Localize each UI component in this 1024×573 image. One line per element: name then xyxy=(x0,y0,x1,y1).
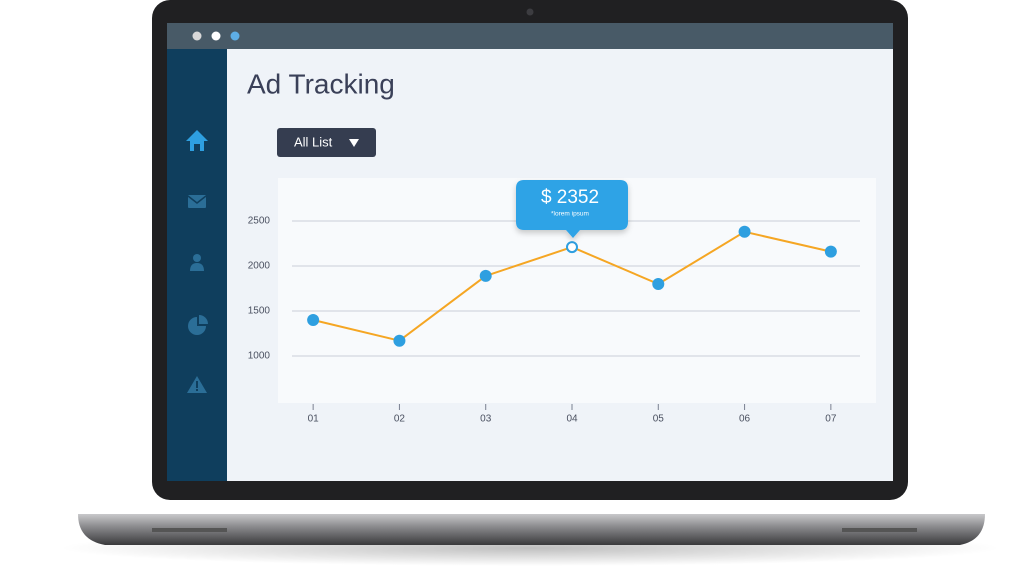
tooltip-subtitle: *lorem ipsum xyxy=(551,211,589,218)
data-point xyxy=(393,334,406,347)
data-point xyxy=(307,314,320,326)
y-tick-label: 2500 xyxy=(248,216,271,227)
data-point xyxy=(824,245,837,258)
dropdown-label[interactable]: All List xyxy=(294,134,333,149)
y-tick-label: 1000 xyxy=(248,351,271,362)
window-dot[interactable] xyxy=(211,31,221,41)
tooltip xyxy=(516,180,628,238)
x-tick-label: 06 xyxy=(739,414,751,425)
alert-icon[interactable] xyxy=(187,376,207,393)
page-title: Ad Tracking xyxy=(247,68,395,99)
x-tick-label: 02 xyxy=(394,414,406,425)
mail-icon[interactable] xyxy=(187,195,207,208)
home-icon[interactable] xyxy=(186,130,208,151)
chart-icon[interactable] xyxy=(188,315,208,335)
x-tick-label: 05 xyxy=(653,414,665,425)
tooltip-value: $ 2352 xyxy=(541,187,599,208)
user-icon[interactable] xyxy=(190,254,204,271)
hinge-left xyxy=(152,528,227,532)
y-tick-label: 1500 xyxy=(248,306,271,317)
camera xyxy=(526,8,534,16)
dropdown[interactable] xyxy=(277,128,376,157)
y-tick-label: 2000 xyxy=(248,261,271,272)
x-tick-label: 07 xyxy=(825,414,837,425)
laptop-base xyxy=(78,514,985,545)
window-dot[interactable] xyxy=(230,31,240,41)
dropdown-arrow[interactable] xyxy=(349,139,359,147)
window-dot[interactable] xyxy=(192,31,202,41)
data-point xyxy=(566,241,578,254)
data-point xyxy=(738,225,751,238)
x-tick-label: 03 xyxy=(480,414,492,425)
x-tick-label: 01 xyxy=(308,414,320,425)
data-point xyxy=(652,278,665,290)
tooltip-box xyxy=(516,180,628,238)
hinge-right xyxy=(842,528,917,532)
data-point xyxy=(479,269,492,282)
window-bar xyxy=(167,23,893,49)
x-tick-label: 04 xyxy=(566,414,578,425)
